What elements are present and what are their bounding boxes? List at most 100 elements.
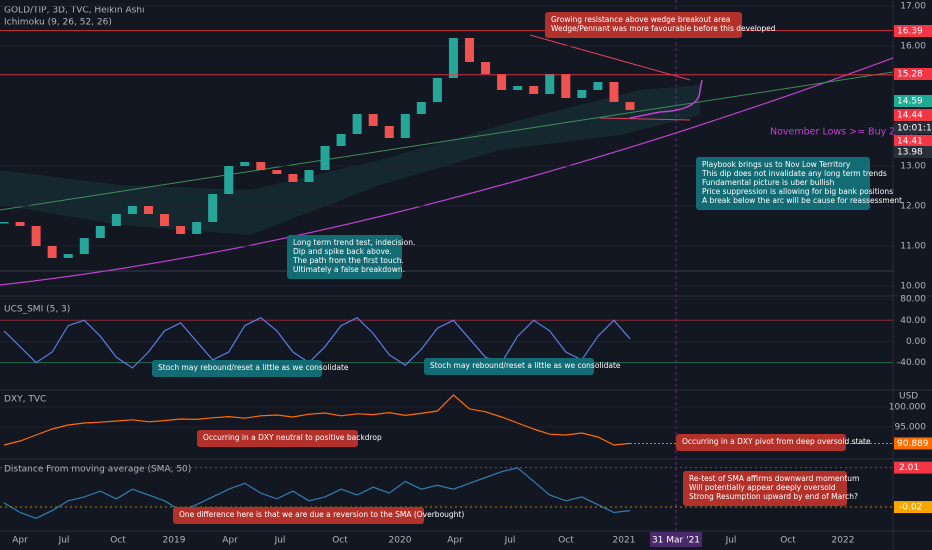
annotation-text: Wedge/Pennant was more favourable before… [551, 24, 776, 33]
candle [352, 114, 362, 134]
price-tag-label: 14.59 [897, 97, 923, 107]
symbol-title: GOLD/TIP, 3D, TVC, Heikin Ashi [4, 6, 145, 16]
candle [529, 86, 539, 94]
candle [240, 162, 250, 166]
y-tick-label: 10.00 [900, 282, 926, 292]
annotation-text: This dip does not invalidate any long te… [701, 169, 887, 178]
x-tick-label: Oct [110, 536, 126, 546]
y-tick-label: 17.00 [900, 2, 926, 12]
candle [176, 226, 186, 234]
unit-label: USD [899, 392, 918, 402]
candle [95, 226, 105, 238]
candle [336, 134, 346, 146]
candle [384, 126, 394, 138]
annotation-text: Strong Resumption upward by end of March… [689, 492, 858, 501]
projection-path [629, 79, 703, 119]
annotation-text: Long term trend test, indecision. [293, 238, 415, 247]
annotation-text: One difference here is that we are due a… [179, 510, 464, 519]
candle [545, 74, 555, 94]
price-tag-label: 10:01:15 [897, 124, 932, 134]
price-tag [894, 146, 932, 158]
price-tag [894, 461, 932, 474]
indicator-title: Ichimoku (9, 26, 52, 26) [4, 18, 112, 28]
annotation-box [287, 235, 402, 279]
candle [577, 90, 587, 98]
price-tag [894, 122, 932, 134]
candle [272, 170, 282, 174]
x-tick-label: 2022 [832, 536, 855, 546]
candle [416, 102, 426, 114]
candle [79, 238, 89, 254]
candle [320, 146, 330, 170]
annotation-box [152, 360, 322, 377]
candle [513, 86, 523, 90]
y-tick-label: 40.00 [900, 316, 926, 326]
candle [288, 174, 298, 182]
annotation-box [173, 507, 424, 524]
annotation-box [676, 434, 846, 451]
annotation-text: The path from the first touch. [292, 256, 404, 265]
price-tag-label: 14.44 [897, 111, 923, 121]
x-tick-label: Apr [12, 536, 28, 546]
candle [111, 214, 121, 226]
note: November Lows >= Buy Zone? [770, 127, 918, 138]
candle [143, 206, 153, 214]
candle [497, 74, 507, 90]
candle [625, 102, 635, 110]
annotation-text: Price suppression is allowing for big ba… [702, 187, 893, 196]
indicator-line [3, 467, 631, 519]
annotation-text: Growing resistance above wedge breakout … [551, 15, 730, 24]
candle [31, 226, 41, 246]
annotation-text: Dip and spike back above. [293, 247, 392, 256]
price-tag-label: 15.28 [897, 70, 923, 80]
x-tick-label: 2020 [389, 536, 412, 546]
x-tick-label: Oct [332, 536, 348, 546]
price-tag [894, 135, 932, 147]
annotation-text: A break below the arc will be cause for … [702, 196, 902, 205]
y-tick-label: 95.000 [895, 423, 927, 433]
candle [47, 246, 57, 258]
candle [432, 78, 442, 102]
candle [304, 170, 314, 182]
candle [160, 214, 170, 226]
annotation-box [545, 12, 742, 38]
annotation-text: Stoch may rebound/reset a little as we c… [430, 361, 621, 370]
annotation-text: Re-test of SMA affirms downward momentum [689, 474, 859, 483]
x-tick-label: Jul [725, 536, 737, 546]
y-tick-label: 0.00 [906, 337, 926, 347]
candle [224, 166, 234, 194]
x-tick-label: Apr [222, 536, 238, 546]
candle [448, 38, 458, 78]
candle [63, 254, 73, 258]
annotation-text: Stoch may rebound/reset a little as we c… [158, 363, 349, 372]
price-tag [894, 437, 932, 450]
price-tag [894, 501, 932, 514]
candle [400, 114, 410, 138]
annotation-box [424, 358, 594, 375]
candle [368, 114, 378, 126]
annotation-text: Occurring in a DXY pivot from deep overs… [682, 437, 871, 446]
x-tick-label: Apr [447, 536, 463, 546]
y-tick-label: 13.00 [900, 162, 926, 172]
candle [127, 206, 137, 214]
pane-title: UCS_SMI (5, 3) [4, 305, 70, 315]
annotation-text: Fundamental picture is uber bullish [702, 178, 835, 187]
annotation-box [696, 157, 870, 210]
y-tick-label: 11.00 [900, 242, 926, 252]
pane-title: Distance From moving average (SMA, 50) [4, 465, 191, 475]
candle [192, 222, 202, 234]
y-tick-label: 100.000 [889, 403, 926, 413]
candle [593, 82, 603, 90]
price-tag [894, 109, 932, 121]
annotation-box [683, 471, 847, 506]
candle [561, 74, 571, 98]
candle [609, 82, 619, 102]
candle [208, 194, 218, 222]
price-tag-label: 90.889 [897, 439, 929, 449]
price-tag-label: 2.01 [899, 463, 919, 473]
x-tick-label: 2021 [613, 536, 636, 546]
candle [464, 38, 474, 62]
price-tag-label: 13.98 [897, 148, 923, 158]
